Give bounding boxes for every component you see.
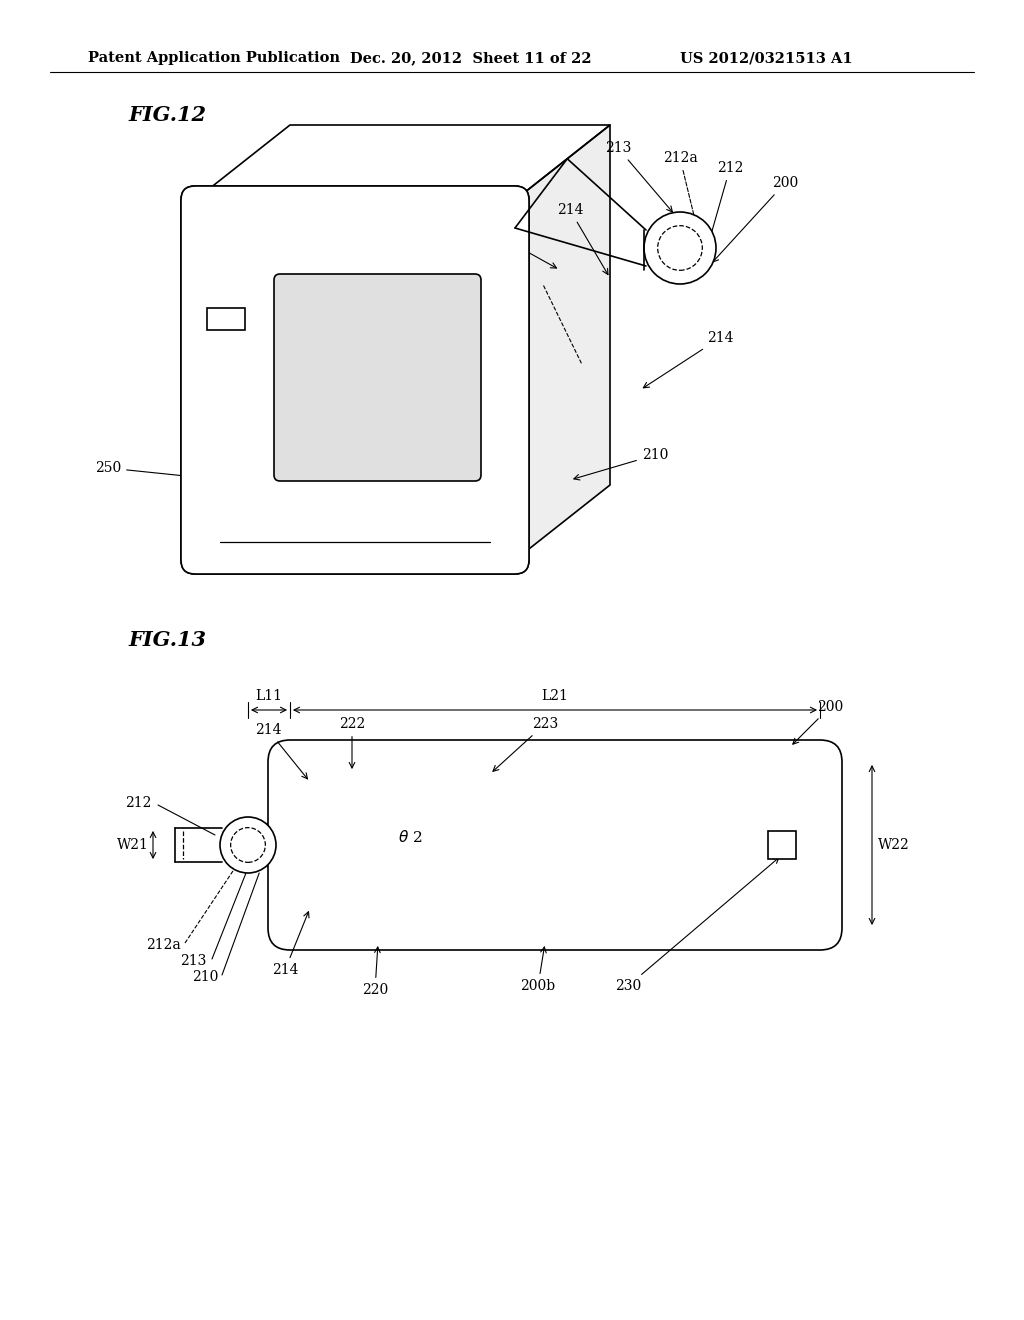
- Text: W22: W22: [879, 838, 910, 851]
- Text: 200b: 200b: [520, 946, 556, 993]
- Text: 213: 213: [180, 954, 206, 968]
- Text: 220: 220: [398, 503, 431, 528]
- Text: 212a: 212a: [663, 150, 697, 230]
- Text: 212: 212: [708, 161, 743, 242]
- Text: Patent Application Publication: Patent Application Publication: [88, 51, 340, 65]
- Text: US 2012/0321513 A1: US 2012/0321513 A1: [680, 51, 853, 65]
- Circle shape: [220, 817, 276, 873]
- Text: W21: W21: [117, 838, 148, 851]
- Bar: [207, 308, 245, 330]
- Text: 214: 214: [557, 203, 608, 275]
- Text: 230: 230: [614, 858, 779, 993]
- Text: 214: 214: [255, 723, 307, 779]
- Text: $\theta$ 2: $\theta$ 2: [397, 829, 422, 845]
- Text: 223: 223: [493, 717, 558, 771]
- Text: 200b: 200b: [371, 248, 486, 285]
- Text: 200: 200: [793, 700, 843, 744]
- Text: FIG.12: FIG.12: [128, 106, 206, 125]
- Text: 222: 222: [339, 717, 366, 768]
- Text: 213: 213: [605, 141, 673, 213]
- Text: 214: 214: [643, 331, 733, 388]
- Text: 250: 250: [95, 461, 201, 479]
- Text: 212: 212: [125, 796, 152, 810]
- Text: 200: 200: [713, 176, 798, 263]
- FancyBboxPatch shape: [274, 275, 481, 480]
- Text: FIG.13: FIG.13: [128, 630, 206, 649]
- Text: L11: L11: [256, 689, 283, 704]
- Bar: [768, 832, 796, 859]
- Text: 212a: 212a: [145, 939, 180, 952]
- Text: 230: 230: [186, 338, 217, 362]
- Text: L21: L21: [542, 689, 568, 704]
- Circle shape: [644, 213, 716, 284]
- Text: 210: 210: [191, 970, 218, 983]
- FancyBboxPatch shape: [268, 741, 842, 950]
- FancyBboxPatch shape: [181, 186, 529, 574]
- Text: Dec. 20, 2012  Sheet 11 of 22: Dec. 20, 2012 Sheet 11 of 22: [350, 51, 592, 65]
- Polygon shape: [195, 125, 610, 201]
- Text: 223: 223: [267, 288, 406, 312]
- FancyBboxPatch shape: [181, 186, 529, 574]
- Text: 210: 210: [573, 447, 669, 480]
- Text: 222: 222: [439, 203, 556, 268]
- Polygon shape: [515, 125, 610, 560]
- Text: 214: 214: [271, 912, 309, 977]
- Text: 220: 220: [361, 946, 388, 997]
